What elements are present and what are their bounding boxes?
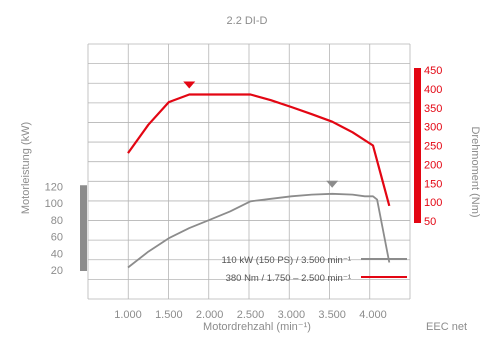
left-tick-label: 120 [45, 181, 63, 193]
torque-peak-marker [183, 81, 196, 89]
grid [87, 43, 411, 300]
left-axis-range-bar [80, 185, 87, 271]
right-tick-label: 350 [424, 103, 442, 115]
y-right-axis-label: Drehmoment (Nm) [469, 126, 481, 217]
right-tick-label: 100 [424, 197, 442, 209]
left-axis-bar [80, 185, 87, 271]
left-tick-label: 40 [51, 248, 63, 260]
right-tick-label: 400 [424, 84, 442, 96]
left-tick-label: 60 [51, 232, 63, 244]
footnote: EEC net [426, 321, 467, 333]
peak-markers [183, 81, 339, 188]
right-axis-range-bar [414, 68, 421, 223]
right-tick-label: 250 [424, 141, 442, 153]
chart-title: 2.2 DI-D [227, 15, 268, 27]
power-curve [127, 192, 391, 269]
x-axis-tick-labels: 1.000 1.500 2.000 2.500 3.000 3.500 4.000 [114, 309, 387, 321]
x-tick-label: 2.000 [196, 309, 224, 321]
x-tick-label: 3.000 [278, 309, 306, 321]
right-tick-label: 50 [424, 216, 436, 228]
legend-label: 380 Nm / 1.750 – 2.500 min⁻¹ [226, 273, 351, 284]
right-tick-label: 450 [424, 65, 442, 77]
y-left-axis-label: Motorleistung (kW) [20, 122, 32, 214]
x-tick-label: 2.500 [237, 309, 265, 321]
torque-curve [127, 93, 391, 207]
left-tick-label: 20 [51, 265, 63, 277]
series-lines [127, 93, 391, 269]
x-tick-label: 3.500 [318, 309, 346, 321]
right-tick-label: 300 [424, 122, 442, 134]
power-peak-marker [326, 180, 339, 188]
right-tick-label: 150 [424, 178, 442, 190]
left-tick-label: 100 [45, 198, 63, 210]
left-tick-label: 80 [51, 215, 63, 227]
x-tick-label: 4.000 [359, 309, 387, 321]
right-axis-bar [414, 68, 421, 223]
legend-label: 110 kW (150 PS) / 3.500 min⁻¹ [222, 255, 351, 266]
x-axis-label: Motordrehzahl (min⁻¹) [203, 321, 311, 333]
x-tick-label: 1.000 [114, 309, 142, 321]
legend: 110 kW (150 PS) / 3.500 min⁻¹ 380 Nm / 1.… [222, 255, 407, 284]
right-tick-label: 200 [424, 159, 442, 171]
right-axis-tick-labels: 50 100 150 200 250 300 350 400 450 [424, 65, 442, 228]
left-axis-tick-labels: 20 40 60 80 100 120 [45, 181, 63, 277]
x-tick-label: 1.500 [155, 309, 183, 321]
